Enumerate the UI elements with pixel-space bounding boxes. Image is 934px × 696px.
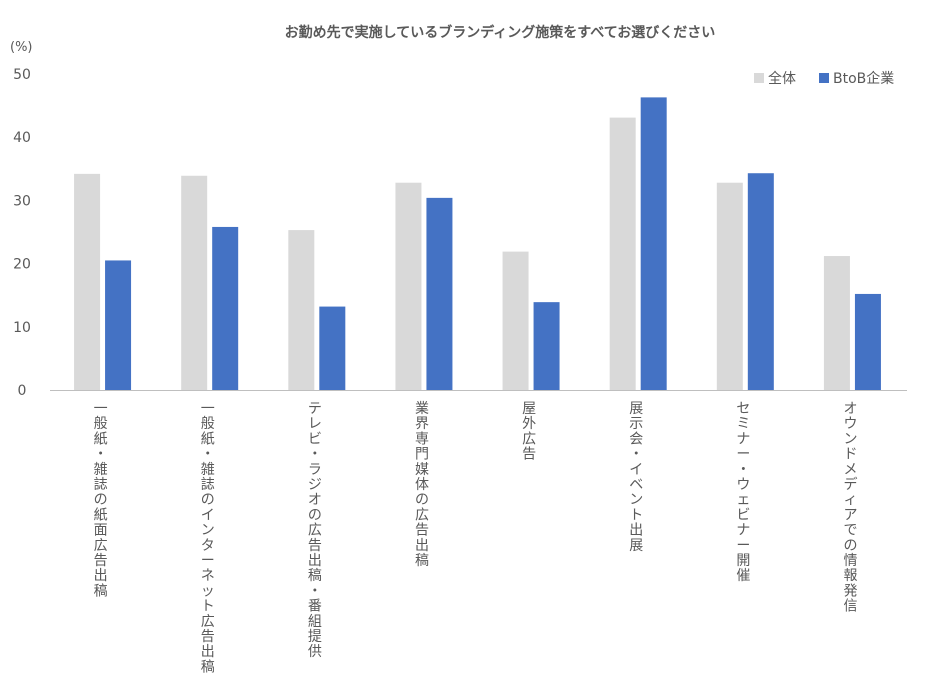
y-axis-ticks: 0 10 20 30 40 50	[13, 67, 31, 399]
x-category-label: テレビ・ラジオの広告出稿・番組提供	[308, 401, 322, 660]
bar-overall	[181, 175, 208, 390]
bar-btob	[854, 293, 881, 390]
legend: 全体 BtoB企業	[754, 70, 894, 87]
y-tick-label: 50	[13, 67, 31, 83]
bar-overall	[823, 256, 850, 390]
legend-swatch-overall	[754, 73, 764, 83]
x-category-label: 屋外広告	[522, 401, 536, 463]
y-tick-label: 0	[18, 383, 27, 399]
bar-btob	[640, 97, 667, 390]
bar-btob	[212, 226, 239, 390]
y-axis-unit: (%)	[10, 40, 33, 55]
y-tick-label: 30	[13, 193, 31, 209]
bars	[74, 97, 881, 390]
bar-overall	[502, 251, 529, 390]
bar-btob	[105, 260, 132, 390]
legend-swatch-btob	[819, 73, 829, 83]
bar-overall	[74, 173, 101, 390]
x-category-label: セミナー・ウェビナー開催	[736, 401, 750, 584]
bar-btob	[747, 173, 774, 390]
bar-overall	[609, 117, 636, 390]
legend-label-btob: BtoB企業	[833, 70, 894, 87]
chart-title: お勤め先で実施しているブランディング施策をすべてお選びください	[285, 24, 716, 41]
bar-btob	[533, 302, 560, 390]
y-tick-label: 40	[13, 130, 31, 146]
bar-overall	[288, 230, 315, 390]
x-category-label: 一般紙・雑誌の紙面広告出稿	[94, 401, 108, 599]
bar-overall	[395, 182, 422, 390]
x-category-label: 業界専門媒体の広告出稿	[415, 401, 429, 569]
category-labels: 一般紙・雑誌の紙面広告出稿 一般紙・雑誌のインターネット広告出稿 テレビ・ラジオの広…	[94, 401, 858, 675]
x-category-label: 展示会・イベント出展	[629, 401, 643, 554]
bar-btob	[426, 197, 453, 390]
bar-btob	[319, 306, 346, 390]
x-category-label: オウンドメディアでの情報発信	[843, 401, 857, 615]
legend-label-overall: 全体	[768, 70, 796, 87]
bar-overall	[716, 182, 743, 390]
y-tick-label: 10	[13, 320, 31, 336]
y-tick-label: 20	[13, 257, 31, 273]
x-category-label: 一般紙・雑誌のインターネット広告出稿	[201, 401, 215, 675]
